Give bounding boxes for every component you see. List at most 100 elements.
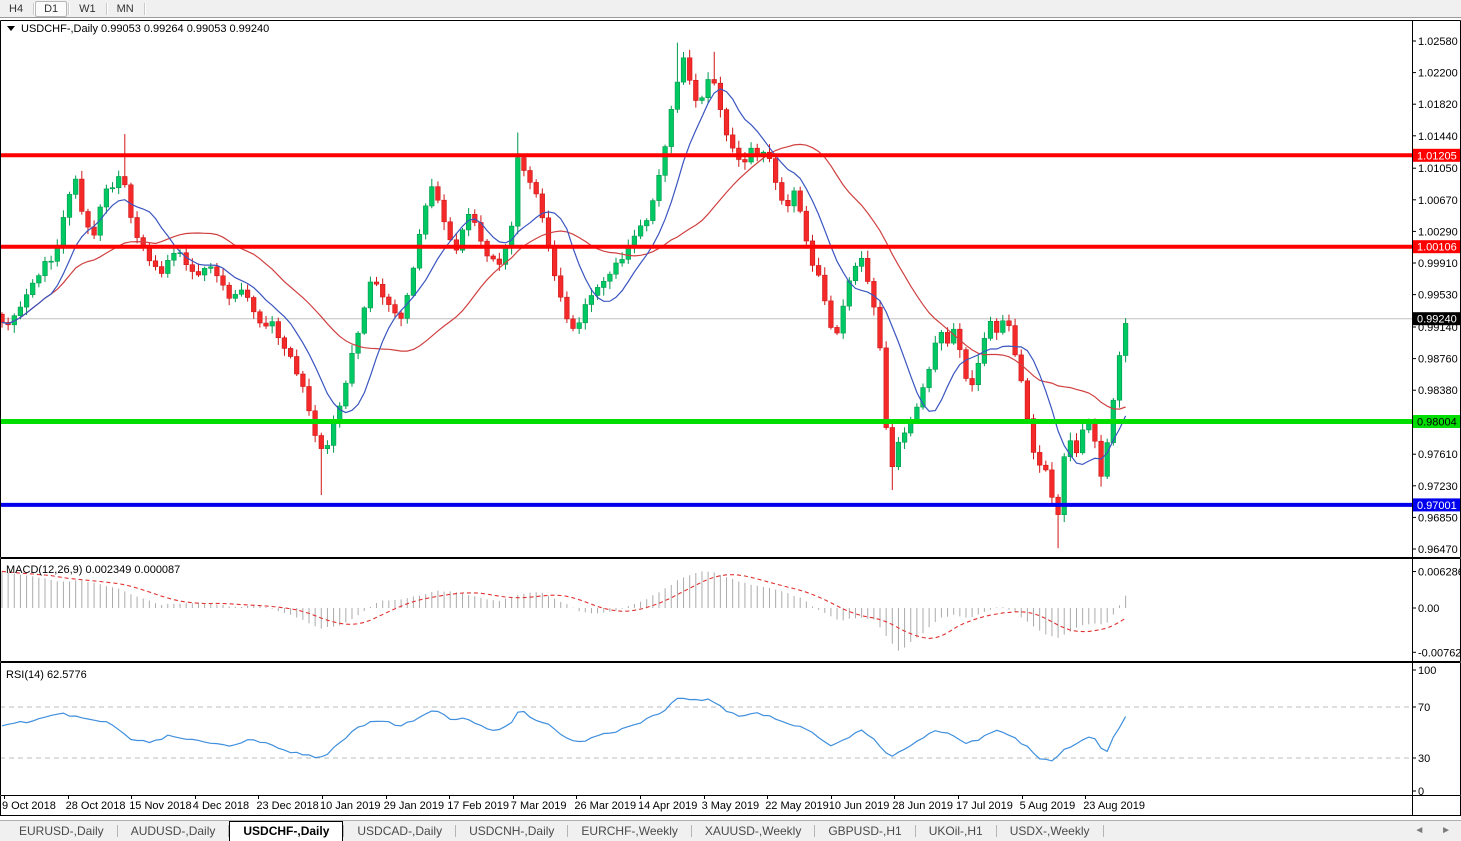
- svg-text:RSI(14) 62.5776: RSI(14) 62.5776: [6, 669, 87, 681]
- toolbar-separator: [33, 2, 35, 15]
- toolbar-separator: [68, 2, 70, 15]
- svg-text:1.01440: 1.01440: [1418, 131, 1458, 143]
- svg-text:0.006286: 0.006286: [1418, 567, 1461, 579]
- date-tick: [194, 796, 196, 799]
- svg-text:1.00670: 1.00670: [1418, 195, 1458, 207]
- chart-tab-usdchf-daily[interactable]: USDCHF-,Daily: [229, 821, 344, 841]
- chart-tab-eurchf-weekly[interactable]: EURCHF-,Weekly: [581, 824, 678, 838]
- chart-tab-usdx-weekly[interactable]: USDX-,Weekly: [1009, 824, 1090, 838]
- date-tick: [576, 796, 578, 799]
- macd-panel-canvas[interactable]: 0.006286 0.00 -0.00762 MACD(12,26,9) 0.0023…: [0, 558, 1461, 662]
- tab-separator: [567, 825, 569, 837]
- date-label: 28 Jun 2019: [892, 800, 953, 812]
- date-tick: [512, 796, 514, 799]
- svg-text:0.96850: 0.96850: [1418, 512, 1458, 524]
- svg-text:30: 30: [1418, 753, 1430, 765]
- price-chart-canvas[interactable]: 1.02580 1.02200 1.01820 1.01440 1.01050 1.006…: [0, 20, 1461, 558]
- timeframe-button-h4[interactable]: H4: [9, 2, 24, 15]
- chart-tab-ukoil-h1[interactable]: UKOil-,H1: [928, 824, 983, 838]
- chart-tab-bar: EURUSD-,Daily AUDUSD-,Daily USDCHF-,Daily U…: [0, 820, 1461, 841]
- svg-text:1.01820: 1.01820: [1418, 99, 1458, 111]
- date-label: 23 Dec 2018: [256, 800, 319, 812]
- tab-separator: [995, 825, 997, 837]
- svg-text:1.01205: 1.01205: [1417, 150, 1457, 162]
- svg-text:0.96470: 0.96470: [1418, 544, 1458, 556]
- date-tick: [1021, 796, 1023, 799]
- chart-tab-usdcad-daily[interactable]: USDCAD-,Daily: [357, 824, 443, 838]
- date-label: 17 Jul 2019: [956, 800, 1013, 812]
- svg-text:0: 0: [1418, 786, 1424, 796]
- date-tick: [767, 796, 769, 799]
- date-label: 26 Mar 2019: [574, 800, 637, 812]
- date-tick: [449, 796, 451, 799]
- date-label: 14 Apr 2019: [638, 800, 698, 812]
- chart-tab-xauusd-weekly[interactable]: XAUUSD-,Weekly: [704, 824, 802, 838]
- tab-scroll-right-icon[interactable]: ►: [1441, 825, 1451, 836]
- svg-text:0.97001: 0.97001: [1417, 500, 1457, 512]
- date-label: 15 Nov 2018: [129, 800, 192, 812]
- svg-text:1.01050: 1.01050: [1418, 163, 1458, 175]
- svg-text:-0.00762: -0.00762: [1418, 647, 1461, 659]
- date-label: 22 May 2019: [765, 800, 829, 812]
- date-tick: [830, 796, 832, 799]
- svg-text:MACD(12,26,9) 0.002349 0.00008: MACD(12,26,9) 0.002349 0.000087: [6, 564, 180, 576]
- chart-tab-audusd-daily[interactable]: AUDUSD-,Daily: [130, 824, 216, 838]
- date-tick: [640, 796, 641, 799]
- tab-separator: [914, 825, 916, 837]
- date-tick: [1085, 796, 1087, 799]
- svg-text:100: 100: [1418, 665, 1436, 677]
- date-label: 29 Jan 2019: [383, 800, 445, 812]
- chart-tab-usdcnh-daily[interactable]: USDCNH-,Daily: [469, 824, 555, 838]
- timeframe-button-w1[interactable]: W1: [79, 2, 96, 15]
- date-axis: 9 Oct 2018 28 Oct 2018 15 Nov 2018 4 Dec 20…: [0, 796, 1461, 816]
- chart-tab-gbpusd-h1[interactable]: GBPUSD-,H1: [828, 824, 902, 838]
- date-label: 7 Mar 2019: [510, 800, 567, 812]
- svg-text:0.99240: 0.99240: [1417, 314, 1457, 326]
- rsi-panel-canvas[interactable]: 100 70 30 0 RSI(14) 62.5776: [0, 662, 1461, 796]
- svg-text:70: 70: [1418, 702, 1430, 714]
- svg-text:0.00: 0.00: [1418, 603, 1439, 615]
- svg-text:USDCHF-,Daily 0.99053 0.99264: USDCHF-,Daily 0.99053 0.99264 0.99053 0.…: [21, 23, 269, 35]
- date-tick: [703, 796, 705, 799]
- chart-tab-eurusd-daily[interactable]: EURUSD-,Daily: [19, 824, 104, 838]
- date-label: 23 Aug 2019: [1083, 800, 1145, 812]
- date-label: 5 Aug 2019: [1019, 800, 1076, 812]
- svg-text:0.99910: 0.99910: [1418, 258, 1458, 270]
- date-label: 10 Jan 2019: [320, 800, 381, 812]
- frame-line: [1412, 796, 1413, 815]
- date-tick: [385, 796, 387, 799]
- svg-text:0.99530: 0.99530: [1418, 290, 1458, 302]
- timeframe-toolbar: H4 D1 W1 MN: [0, 0, 1461, 18]
- timeframe-button-d1[interactable]: D1: [35, 0, 68, 17]
- date-tick: [958, 796, 959, 799]
- timeframe-button-mn[interactable]: MN: [116, 2, 134, 15]
- tab-separator: [690, 825, 692, 837]
- tab-separator: [1102, 825, 1104, 837]
- date-tick: [4, 796, 5, 799]
- tab-separator: [814, 825, 816, 837]
- date-label: 17 Feb 2019: [447, 800, 509, 812]
- toolbar-separator: [143, 2, 145, 15]
- svg-text:1.02580: 1.02580: [1418, 36, 1458, 48]
- date-label: 28 Oct 2018: [65, 800, 126, 812]
- svg-text:1.00290: 1.00290: [1418, 226, 1458, 238]
- svg-text:0.98004: 0.98004: [1417, 417, 1457, 429]
- svg-text:1.02200: 1.02200: [1418, 68, 1458, 80]
- svg-text:0.98380: 0.98380: [1418, 385, 1458, 397]
- date-tick: [131, 796, 133, 799]
- date-tick: [894, 796, 896, 799]
- svg-text:1.00106: 1.00106: [1417, 242, 1457, 254]
- frame-line: [0, 796, 1, 815]
- date-label: 10 Jun 2019: [828, 800, 890, 812]
- tab-scroll-arrows: ◄ ►: [1400, 825, 1451, 836]
- tab-separator: [455, 825, 457, 837]
- svg-text:0.97610: 0.97610: [1418, 449, 1458, 461]
- tab-scroll-left-icon[interactable]: ◄: [1414, 825, 1425, 836]
- date-tick: [258, 796, 260, 799]
- date-label: 3 May 2019: [701, 800, 760, 812]
- date-tick: [67, 796, 69, 799]
- toolbar-separator: [105, 2, 107, 15]
- tab-separator: [116, 825, 118, 837]
- svg-text:0.98760: 0.98760: [1418, 354, 1458, 366]
- date-label: 4 Dec 2018: [192, 800, 250, 812]
